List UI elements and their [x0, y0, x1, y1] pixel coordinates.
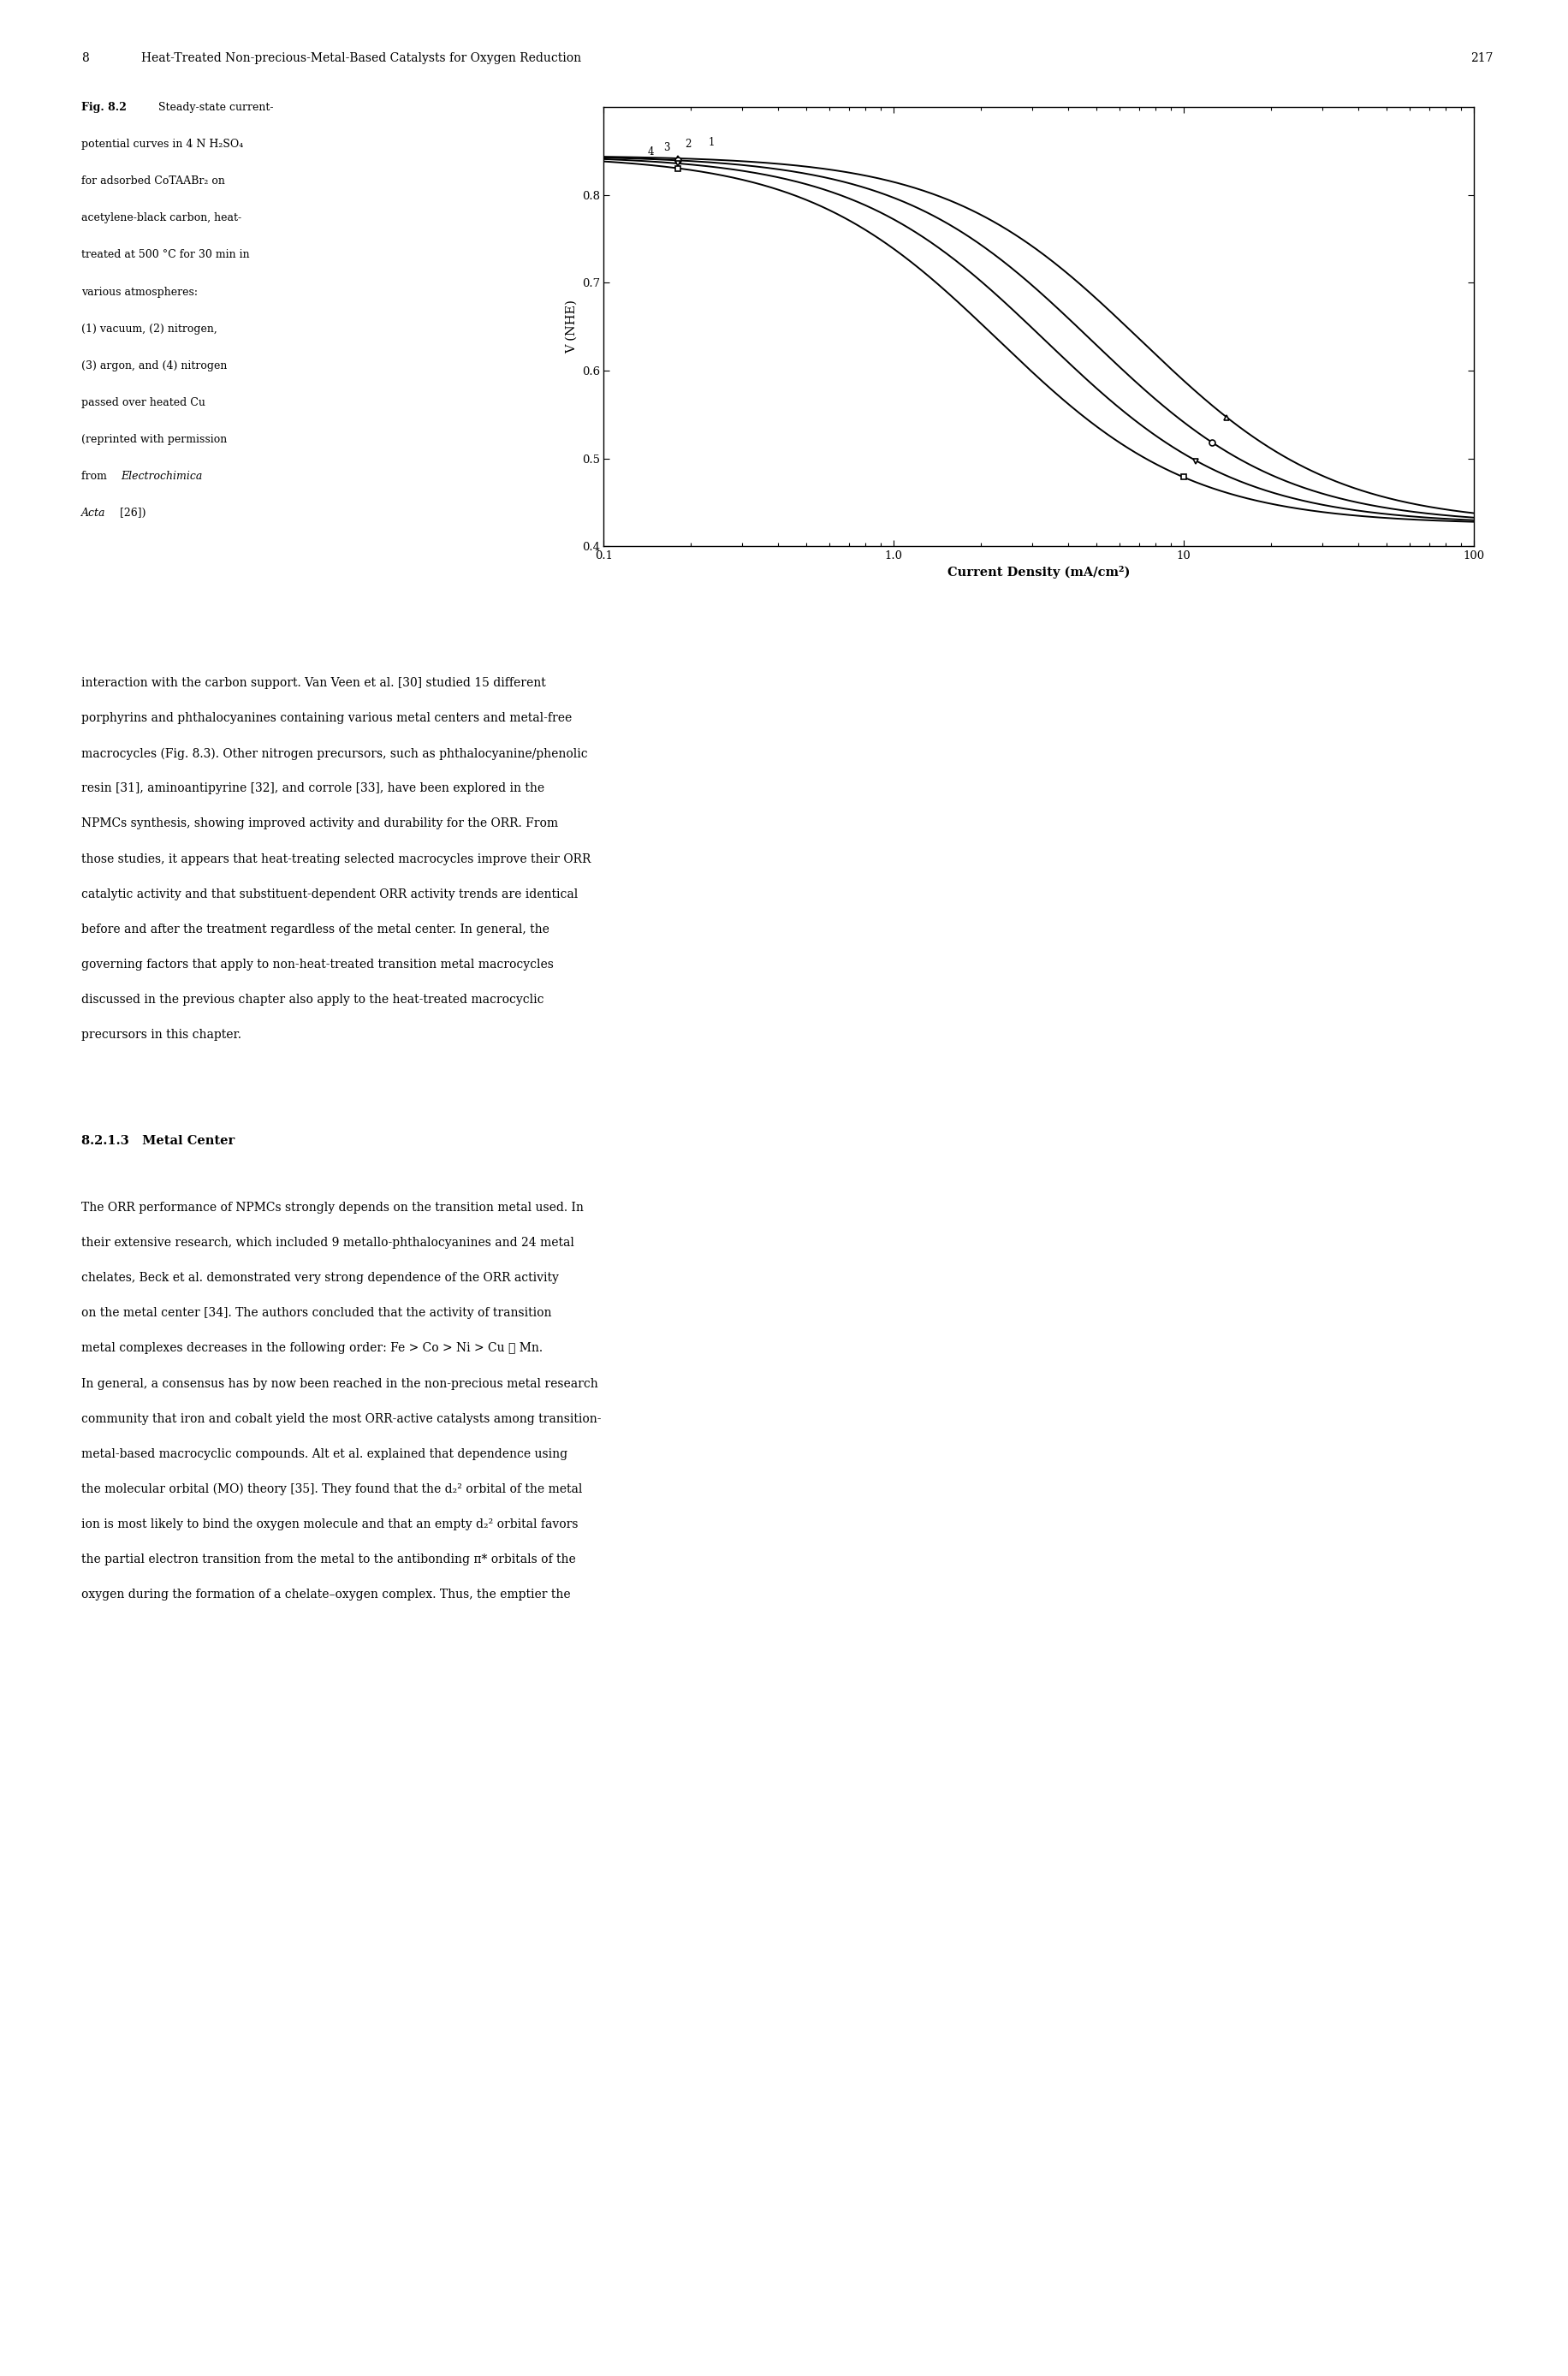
- Text: Heat-Treated Non-precious-Metal-Based Catalysts for Oxygen Reduction: Heat-Treated Non-precious-Metal-Based Ca…: [141, 52, 582, 64]
- X-axis label: Current Density (mA/cm²): Current Density (mA/cm²): [947, 565, 1131, 580]
- Text: interaction with the carbon support. Van Veen et al. [30] studied 15 different: interaction with the carbon support. Van…: [82, 677, 546, 689]
- Text: potential curves in 4 N H₂SO₄: potential curves in 4 N H₂SO₄: [82, 138, 243, 150]
- Text: treated at 500 °C for 30 min in: treated at 500 °C for 30 min in: [82, 249, 249, 261]
- Y-axis label: V (NHE): V (NHE): [566, 299, 577, 354]
- Text: acetylene-black carbon, heat-: acetylene-black carbon, heat-: [82, 211, 241, 223]
- Text: 8: 8: [82, 52, 89, 64]
- Text: the partial electron transition from the metal to the antibonding π* orbitals of: the partial electron transition from the…: [82, 1554, 575, 1566]
- Text: before and after the treatment regardless of the metal center. In general, the: before and after the treatment regardles…: [82, 924, 550, 936]
- Text: metal complexes decreases in the following order: Fe > Co > Ni > Cu ≅ Mn.: metal complexes decreases in the followi…: [82, 1342, 543, 1354]
- Text: catalytic activity and that substituent-dependent ORR activity trends are identi: catalytic activity and that substituent-…: [82, 889, 579, 901]
- Text: Acta: Acta: [82, 506, 107, 518]
- Text: resin [31], aminoantipyrine [32], and corrole [33], have been explored in the: resin [31], aminoantipyrine [32], and co…: [82, 782, 544, 794]
- Text: 2: 2: [685, 138, 691, 150]
- Text: The ORR performance of NPMCs strongly depends on the transition metal used. In: The ORR performance of NPMCs strongly de…: [82, 1202, 583, 1214]
- Text: governing factors that apply to non-heat-treated transition metal macrocycles: governing factors that apply to non-heat…: [82, 958, 554, 969]
- Text: 4: 4: [648, 147, 654, 157]
- Text: metal-based macrocyclic compounds. Alt et al. explained that dependence using: metal-based macrocyclic compounds. Alt e…: [82, 1447, 568, 1459]
- Text: (3) argon, and (4) nitrogen: (3) argon, and (4) nitrogen: [82, 359, 227, 371]
- Text: NPMCs synthesis, showing improved activity and durability for the ORR. From: NPMCs synthesis, showing improved activi…: [82, 817, 558, 829]
- Text: various atmospheres:: various atmospheres:: [82, 285, 198, 297]
- Text: community that iron and cobalt yield the most ORR-active catalysts among transit: community that iron and cobalt yield the…: [82, 1414, 602, 1426]
- Text: oxygen during the formation of a chelate–oxygen complex. Thus, the emptier the: oxygen during the formation of a chelate…: [82, 1590, 571, 1601]
- Text: from: from: [82, 470, 110, 482]
- Text: chelates, Beck et al. demonstrated very strong dependence of the ORR activity: chelates, Beck et al. demonstrated very …: [82, 1271, 560, 1283]
- Text: porphyrins and phthalocyanines containing various metal centers and metal-free: porphyrins and phthalocyanines containin…: [82, 713, 572, 725]
- Text: Electrochimica: Electrochimica: [121, 470, 202, 482]
- Text: [26]): [26]): [116, 506, 146, 518]
- Text: In general, a consensus has by now been reached in the non-precious metal resear: In general, a consensus has by now been …: [82, 1378, 599, 1390]
- Text: precursors in this chapter.: precursors in this chapter.: [82, 1029, 241, 1041]
- Text: Fig. 8.2: Fig. 8.2: [82, 102, 127, 114]
- Text: macrocycles (Fig. 8.3). Other nitrogen precursors, such as phthalocyanine/phenol: macrocycles (Fig. 8.3). Other nitrogen p…: [82, 748, 588, 760]
- Text: 217: 217: [1471, 52, 1493, 64]
- Text: 8.2.1.3   Metal Center: 8.2.1.3 Metal Center: [82, 1136, 235, 1148]
- Text: their extensive research, which included 9 metallo-phthalocyanines and 24 metal: their extensive research, which included…: [82, 1238, 574, 1250]
- Text: (reprinted with permission: (reprinted with permission: [82, 432, 227, 444]
- Text: ion is most likely to bind the oxygen molecule and that an empty d₂² orbital fav: ion is most likely to bind the oxygen mo…: [82, 1518, 579, 1530]
- Text: for adsorbed CoTAABr₂ on: for adsorbed CoTAABr₂ on: [82, 176, 226, 188]
- Text: 1: 1: [709, 138, 715, 147]
- Text: (1) vacuum, (2) nitrogen,: (1) vacuum, (2) nitrogen,: [82, 323, 218, 335]
- Text: 3: 3: [663, 143, 670, 152]
- Text: the molecular orbital (MO) theory [35]. They found that the d₂² orbital of the m: the molecular orbital (MO) theory [35]. …: [82, 1483, 583, 1495]
- Text: on the metal center [34]. The authors concluded that the activity of transition: on the metal center [34]. The authors co…: [82, 1307, 552, 1319]
- Text: discussed in the previous chapter also apply to the heat-treated macrocyclic: discussed in the previous chapter also a…: [82, 993, 544, 1005]
- Text: those studies, it appears that heat-treating selected macrocycles improve their : those studies, it appears that heat-trea…: [82, 853, 591, 865]
- Text: Steady-state current-: Steady-state current-: [155, 102, 274, 114]
- Text: passed over heated Cu: passed over heated Cu: [82, 397, 205, 409]
